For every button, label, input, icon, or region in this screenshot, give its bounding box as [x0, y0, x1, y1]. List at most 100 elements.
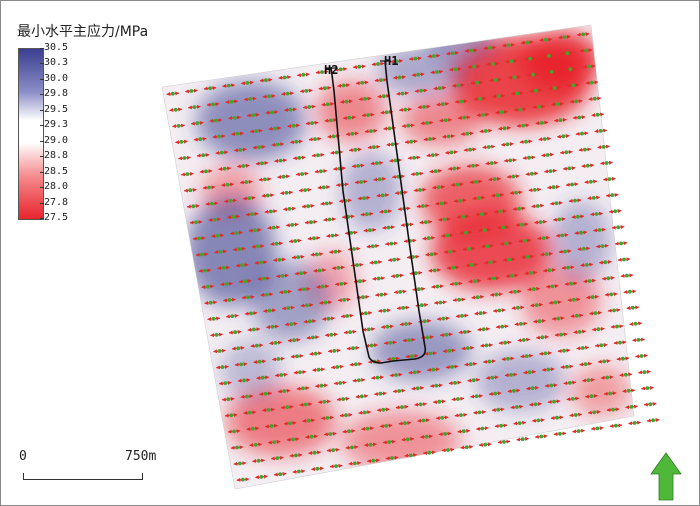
stress-direction-arrow-icon — [243, 96, 257, 102]
stress-direction-arrow-icon — [208, 217, 222, 222]
stress-direction-arrow-icon — [646, 418, 660, 423]
stress-direction-arrow-icon — [169, 107, 183, 113]
stress-direction-arrow-icon — [269, 340, 282, 346]
stress-direction-arrow-icon — [257, 276, 271, 281]
stress-direction-arrow-icon — [473, 96, 487, 102]
stress-direction-arrow-icon — [594, 128, 608, 134]
stress-direction-arrow-icon — [214, 249, 228, 255]
stress-direction-arrow-icon — [225, 313, 239, 319]
stress-direction-arrow-icon — [486, 276, 500, 281]
stress-direction-arrow-icon — [363, 227, 377, 233]
stress-direction-arrow-icon — [508, 289, 522, 295]
stress-direction-arrow-icon — [446, 51, 460, 56]
stress-direction-arrow-icon — [549, 201, 563, 206]
stress-direction-arrow-icon — [426, 152, 440, 158]
stress-direction-arrow-icon — [416, 203, 430, 209]
stress-direction-arrow-icon — [318, 85, 332, 91]
stress-direction-arrow-icon — [337, 83, 351, 88]
stress-direction-arrow-icon — [204, 300, 218, 305]
stress-direction-arrow-icon — [432, 185, 446, 190]
stress-direction-arrow-icon — [449, 67, 462, 72]
stress-direction-arrow-icon — [620, 273, 634, 278]
stress-direction-arrow-icon — [562, 166, 576, 171]
stress-direction-arrow-icon — [314, 169, 328, 174]
stress-direction-arrow-icon — [246, 112, 260, 118]
stress-direction-arrow-icon — [260, 292, 274, 297]
stress-direction-arrow-icon — [443, 249, 457, 254]
stress-direction-arrow-icon — [278, 289, 292, 295]
stress-direction-arrow-icon — [472, 195, 486, 201]
stress-direction-arrow-icon — [568, 198, 582, 203]
stress-direction-arrow-icon — [492, 93, 506, 99]
stress-direction-arrow-icon — [348, 147, 362, 153]
stress-field-patch — [221, 341, 281, 401]
stress-direction-arrow-icon — [530, 302, 544, 308]
stress-direction-arrow-icon — [354, 179, 368, 185]
stress-direction-arrow-icon — [428, 268, 442, 273]
stress-direction-arrow-icon — [321, 102, 335, 107]
stress-direction-arrow-icon — [374, 77, 388, 83]
stress-direction-arrow-icon — [263, 308, 277, 313]
stress-direction-arrow-icon — [478, 227, 492, 233]
stress-direction-arrow-icon — [201, 284, 215, 289]
stress-direction-arrow-icon — [294, 270, 308, 276]
legend-tick-label: 28.5 — [39, 165, 69, 177]
stress-direction-arrow-icon — [189, 220, 203, 225]
stress-direction-arrow-icon — [575, 131, 589, 136]
stress-direction-arrow-icon — [454, 99, 468, 104]
stress-direction-arrow-icon — [389, 158, 402, 163]
stress-direction-arrow-icon — [640, 385, 654, 391]
stress-direction-arrow-icon — [600, 160, 613, 166]
stress-direction-arrow-icon — [534, 219, 548, 225]
stress-direction-arrow-icon — [643, 401, 657, 407]
stress-direction-arrow-icon — [535, 120, 549, 126]
stress-direction-arrow-icon — [193, 136, 207, 142]
stress-direction-arrow-icon — [602, 176, 616, 182]
stress-direction-arrow-icon — [551, 101, 564, 107]
stress-direction-arrow-icon — [320, 201, 334, 206]
stress-direction-arrow-icon — [355, 80, 369, 86]
stress-direction-arrow-icon — [515, 222, 529, 227]
stress-direction-arrow-icon — [228, 329, 242, 335]
stress-direction-arrow-icon — [579, 48, 593, 53]
stress-direction-arrow-icon — [411, 72, 425, 77]
stress-direction-vectors — [166, 32, 660, 482]
stress-direction-arrow-icon — [401, 123, 415, 128]
stress-direction-arrow-icon — [262, 94, 276, 99]
stress-direction-arrow-icon — [367, 144, 381, 150]
stress-direction-arrow-icon — [357, 195, 371, 201]
stress-direction-arrow-icon — [271, 142, 285, 147]
stress-direction-arrow-icon — [264, 209, 278, 214]
stress-direction-arrow-icon — [529, 88, 543, 93]
stress-direction-arrow-icon — [241, 295, 255, 300]
stress-direction-arrow-icon — [526, 72, 540, 77]
stress-direction-arrow-icon — [250, 343, 264, 348]
stress-field-patch — [341, 411, 461, 471]
stress-direction-arrow-icon — [302, 104, 316, 110]
stress-direction-arrow-icon — [539, 37, 553, 43]
stress-direction-arrow-icon — [316, 284, 330, 289]
stress-direction-arrow-icon — [537, 235, 551, 241]
stress-direction-arrow-icon — [235, 262, 249, 268]
stress-direction-arrow-icon — [541, 152, 555, 158]
stress-direction-arrow-icon — [566, 83, 580, 88]
stress-field-patch — [196, 81, 306, 161]
stress-direction-arrow-icon — [468, 278, 482, 284]
stress-direction-arrow-icon — [595, 243, 609, 249]
stress-field-patch — [316, 81, 386, 141]
stress-direction-arrow-icon — [433, 300, 447, 305]
stress-direction-arrow-icon — [274, 158, 288, 163]
stress-direction-arrow-icon — [509, 190, 523, 195]
stress-direction-arrow-icon — [538, 136, 552, 142]
stress-direction-arrow-icon — [520, 40, 534, 45]
stress-direction-arrow-icon — [307, 236, 321, 241]
stress-direction-arrow-icon — [198, 268, 212, 273]
stress-direction-arrow-icon — [393, 289, 407, 295]
stress-direction-arrow-icon — [435, 201, 448, 206]
stress-direction-arrow-icon — [203, 86, 217, 91]
stress-direction-arrow-icon — [304, 219, 318, 225]
scale-bar-end: 750m — [125, 449, 157, 464]
stress-direction-arrow-icon — [447, 166, 461, 171]
stress-direction-arrow-icon — [532, 104, 546, 110]
stress-direction-arrow-icon — [228, 115, 242, 121]
